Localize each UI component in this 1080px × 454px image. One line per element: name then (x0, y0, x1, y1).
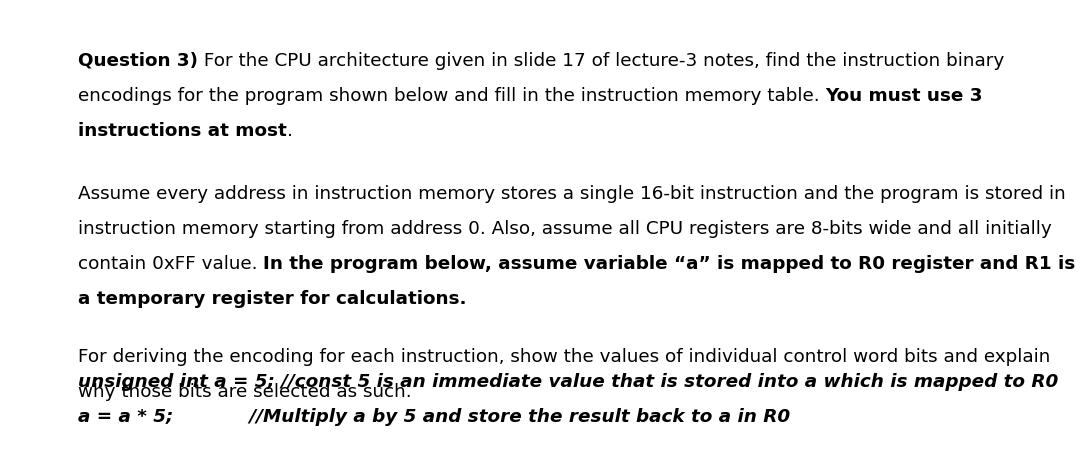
Text: instructions at most: instructions at most (78, 122, 287, 140)
Text: a = a * 5;: a = a * 5; (78, 408, 174, 426)
Text: You must use 3: You must use 3 (825, 87, 983, 105)
Text: why those bits are selected as such.: why those bits are selected as such. (78, 383, 411, 401)
Text: a temporary register for calculations.: a temporary register for calculations. (78, 290, 467, 308)
Text: //Multiply a by 5 and store the result back to a in R0: //Multiply a by 5 and store the result b… (174, 408, 791, 426)
Text: In the program below, assume variable “a” is mapped to R0 register and R1 is use: In the program below, assume variable “a… (264, 255, 1080, 273)
Text: Assume every address in instruction memory stores a single 16-bit instruction an: Assume every address in instruction memo… (78, 185, 1066, 203)
Text: Question 3): Question 3) (78, 52, 198, 70)
Text: unsigned int a = 5; //const 5 is an immediate value that is stored into a which : unsigned int a = 5; //const 5 is an imme… (78, 373, 1058, 391)
Text: For the CPU architecture given in slide 17 of lecture-3 notes, find the instruct: For the CPU architecture given in slide … (198, 52, 1004, 70)
Text: contain 0xFF value.: contain 0xFF value. (78, 255, 264, 273)
Text: instruction memory starting from address 0. Also, assume all CPU registers are 8: instruction memory starting from address… (78, 220, 1052, 238)
Text: .: . (287, 122, 293, 140)
Text: encodings for the program shown below and fill in the instruction memory table.: encodings for the program shown below an… (78, 87, 825, 105)
Text: For deriving the encoding for each instruction, show the values of individual co: For deriving the encoding for each instr… (78, 348, 1051, 366)
